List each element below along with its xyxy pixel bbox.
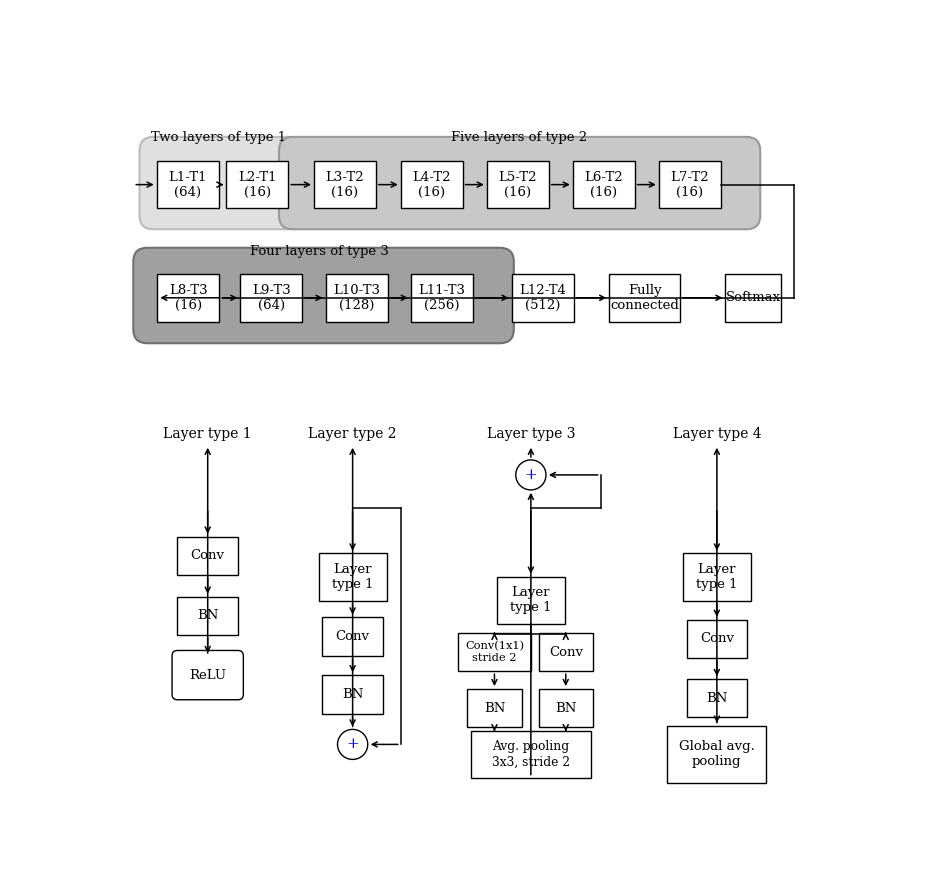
- Bar: [323, 675, 383, 713]
- FancyBboxPatch shape: [279, 137, 760, 229]
- Bar: [323, 617, 383, 656]
- FancyBboxPatch shape: [140, 137, 300, 229]
- Bar: [486, 161, 549, 209]
- Text: Conv: Conv: [191, 549, 225, 562]
- Bar: [686, 679, 747, 718]
- Text: Conv: Conv: [700, 632, 734, 645]
- Text: L5-T2
(16): L5-T2 (16): [498, 171, 537, 199]
- Text: BN: BN: [197, 609, 219, 622]
- Text: Conv: Conv: [336, 630, 369, 644]
- Bar: [401, 161, 462, 209]
- Text: Layer
type 1: Layer type 1: [511, 586, 551, 614]
- FancyBboxPatch shape: [172, 651, 244, 700]
- Bar: [326, 274, 388, 322]
- Bar: [226, 161, 288, 209]
- Text: Layer
type 1: Layer type 1: [697, 563, 737, 591]
- Bar: [467, 689, 522, 728]
- Text: +: +: [525, 468, 538, 482]
- Text: Layer type 3: Layer type 3: [486, 427, 575, 441]
- Text: Conv: Conv: [549, 645, 583, 659]
- Text: Layer type 2: Layer type 2: [309, 427, 397, 441]
- Text: BN: BN: [484, 702, 505, 715]
- Bar: [458, 633, 531, 671]
- Bar: [683, 553, 751, 601]
- Bar: [573, 161, 634, 209]
- FancyBboxPatch shape: [133, 248, 513, 343]
- Text: L9-T3
(64): L9-T3 (64): [252, 284, 290, 312]
- Text: L11-T3
(256): L11-T3 (256): [418, 284, 465, 312]
- Text: L10-T3
(128): L10-T3 (128): [333, 284, 380, 312]
- Text: +: +: [346, 737, 359, 751]
- Text: L8-T3
(16): L8-T3 (16): [169, 284, 207, 312]
- Text: Global avg.
pooling: Global avg. pooling: [679, 741, 755, 768]
- Text: Avg. pooling
3x3, stride 2: Avg. pooling 3x3, stride 2: [492, 741, 570, 768]
- Bar: [471, 731, 591, 778]
- Bar: [178, 537, 238, 575]
- Bar: [156, 161, 219, 209]
- Bar: [667, 726, 766, 783]
- Text: L4-T2
(16): L4-T2 (16): [412, 171, 451, 199]
- Bar: [686, 620, 747, 659]
- Text: L1-T1
(64): L1-T1 (64): [168, 171, 206, 199]
- Text: BN: BN: [706, 691, 727, 705]
- Circle shape: [338, 729, 367, 759]
- Text: L3-T2
(16): L3-T2 (16): [326, 171, 365, 199]
- Bar: [658, 161, 721, 209]
- Text: Layer type 1: Layer type 1: [164, 427, 252, 441]
- Bar: [318, 553, 387, 601]
- Text: L6-T2
(16): L6-T2 (16): [584, 171, 623, 199]
- Text: Two layers of type 1: Two layers of type 1: [151, 131, 286, 144]
- Text: Conv(1x1)
stride 2: Conv(1x1) stride 2: [465, 641, 524, 663]
- Text: L7-T2
(16): L7-T2 (16): [671, 171, 709, 199]
- Text: ReLU: ReLU: [189, 668, 226, 682]
- Bar: [538, 689, 592, 728]
- Text: Four layers of type 3: Four layers of type 3: [250, 245, 389, 258]
- Bar: [512, 274, 574, 322]
- Bar: [240, 274, 302, 322]
- Text: Fully
connected: Fully connected: [610, 284, 679, 312]
- Bar: [609, 274, 681, 322]
- Text: Softmax: Softmax: [725, 292, 781, 304]
- Text: Five layers of type 2: Five layers of type 2: [451, 131, 588, 144]
- Bar: [411, 274, 472, 322]
- Bar: [178, 597, 238, 635]
- Circle shape: [516, 460, 546, 490]
- Text: Layer
type 1: Layer type 1: [332, 563, 373, 591]
- Bar: [538, 633, 592, 671]
- Bar: [725, 274, 781, 322]
- Text: L2-T1
(16): L2-T1 (16): [238, 171, 276, 199]
- Text: BN: BN: [342, 688, 364, 701]
- Bar: [313, 161, 376, 209]
- Bar: [497, 576, 565, 624]
- Text: BN: BN: [555, 702, 577, 715]
- Text: Layer type 4: Layer type 4: [672, 427, 761, 441]
- Bar: [157, 274, 219, 322]
- Text: L12-T4
(512): L12-T4 (512): [519, 284, 566, 312]
